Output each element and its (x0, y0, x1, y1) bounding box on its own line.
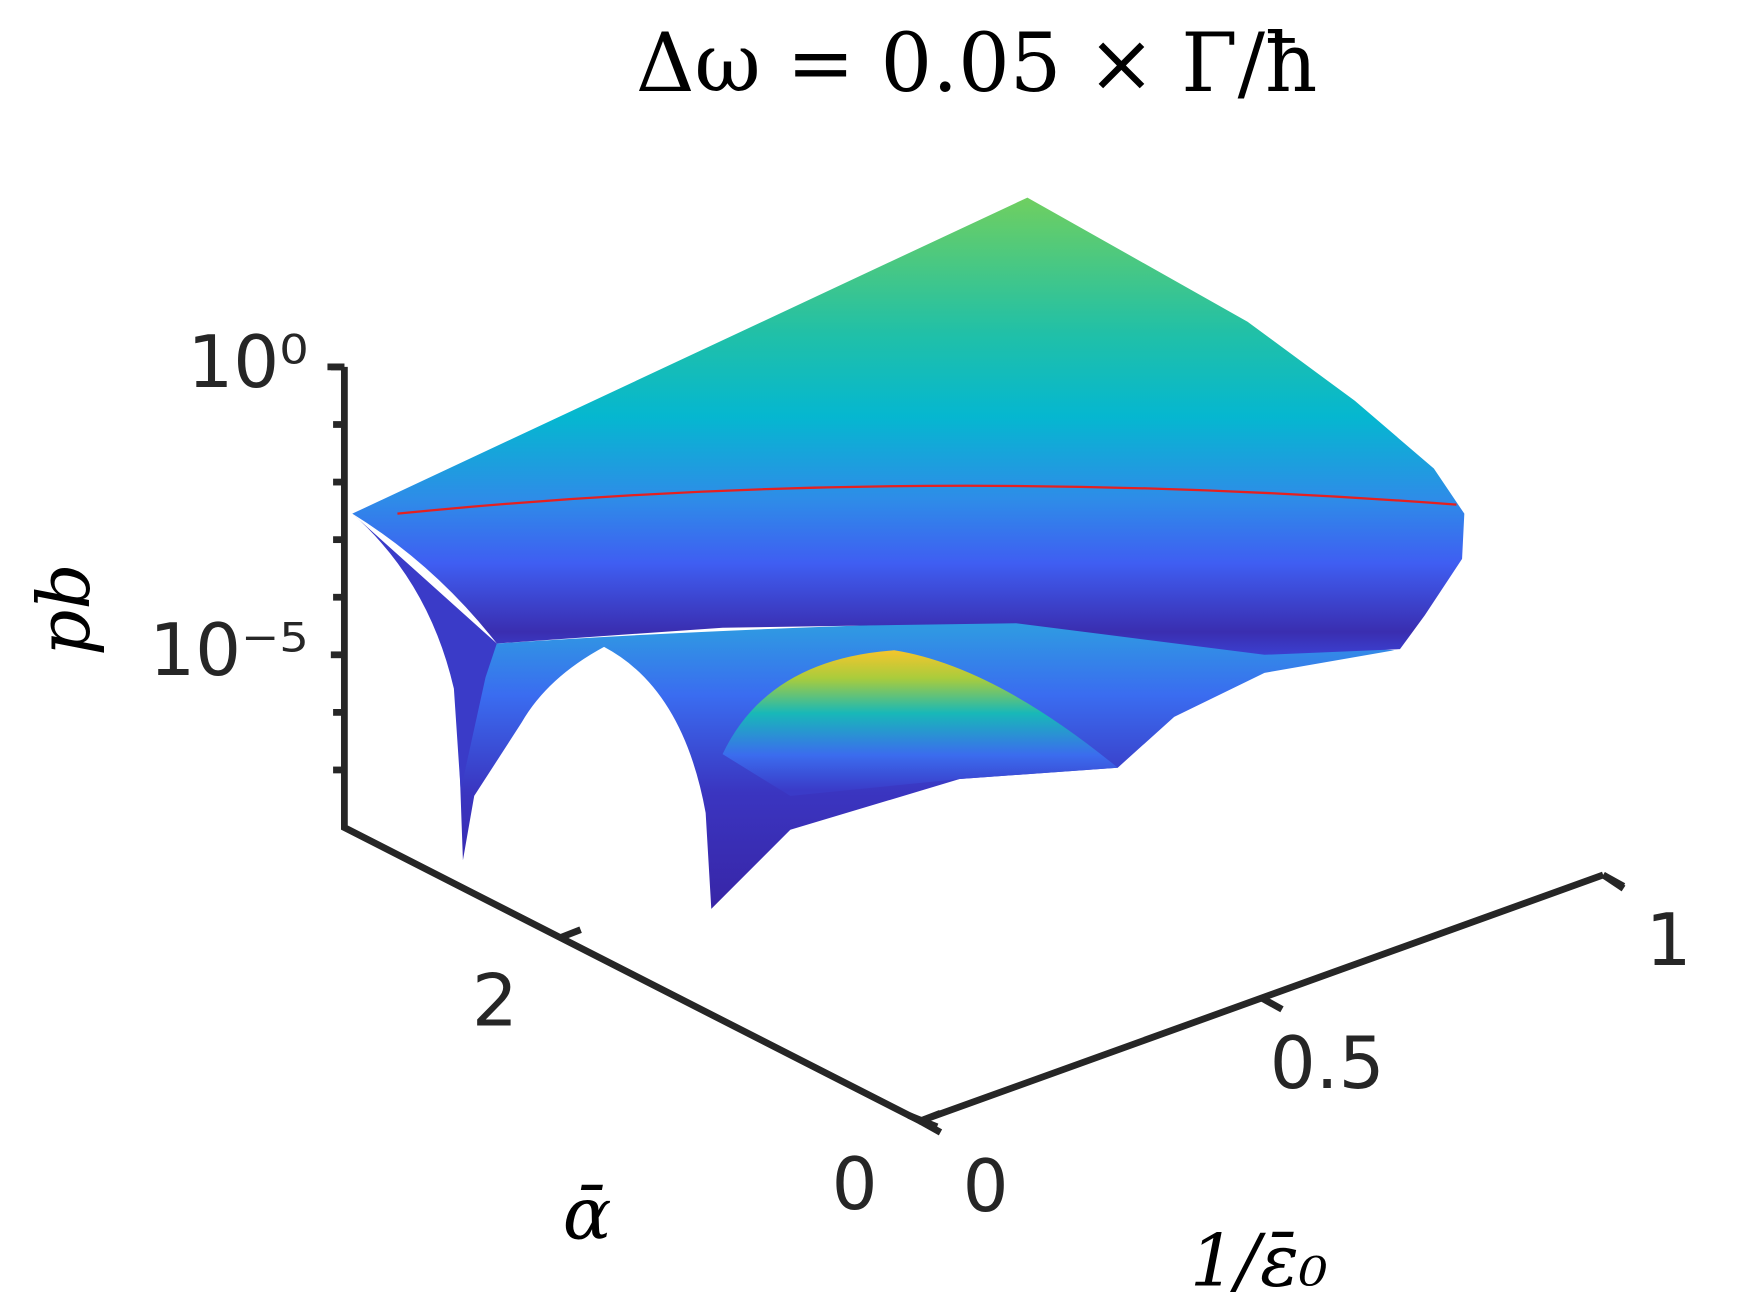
surface-dome (722, 650, 1118, 796)
x-tick-label: 0.5 (1270, 1022, 1385, 1106)
x-tick (1601, 871, 1626, 890)
y-tick-label: 0 (832, 1143, 878, 1227)
x-tick (1260, 995, 1284, 1013)
surface-left (352, 513, 497, 791)
x-axis-label: 1/ε̄₀ (1190, 1220, 1328, 1304)
y-tick (918, 1110, 942, 1125)
z-axis-label: pb (23, 563, 107, 656)
z-tick-label: 10⁻⁵ (149, 609, 308, 693)
surface-upper (352, 197, 1465, 655)
x-tick-label: 1 (1646, 899, 1692, 983)
y-tick (559, 926, 582, 941)
surface (352, 197, 1465, 909)
y-tick-label: 2 (472, 959, 518, 1043)
x-tick-label: 0 (963, 1145, 1009, 1229)
z-tick-label: 10⁰ (187, 321, 308, 405)
red-curve (397, 484, 1457, 515)
y-axis-label: ᾱ (563, 1172, 612, 1256)
chart-title: Δω = 0.05 × Γ/ħ (636, 17, 1318, 111)
